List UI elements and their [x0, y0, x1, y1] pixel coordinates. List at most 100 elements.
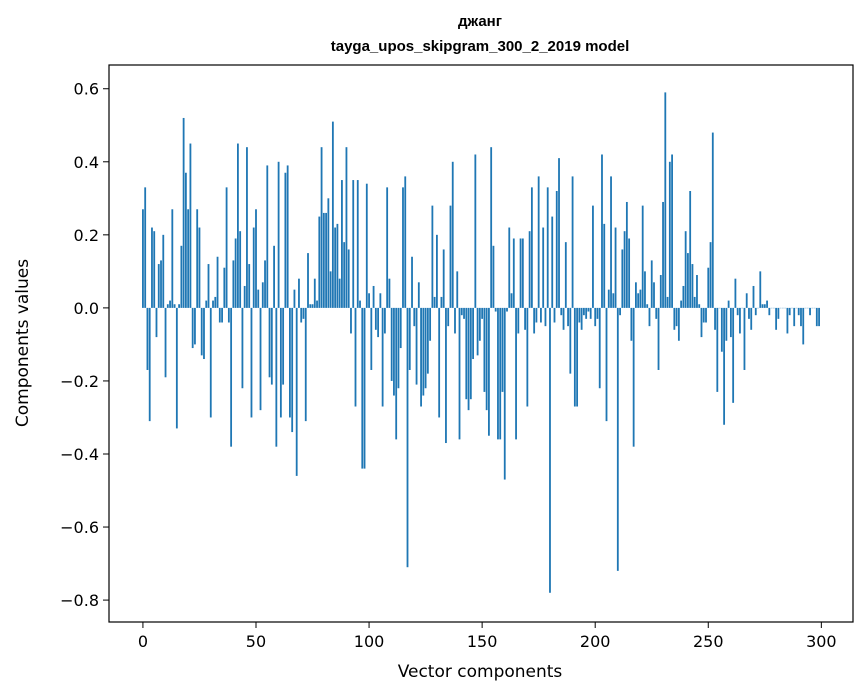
- bar: [442, 249, 445, 308]
- bar: [282, 307, 285, 385]
- bar: [173, 304, 176, 308]
- bar: [313, 278, 316, 308]
- bar: [750, 307, 753, 330]
- bar: [619, 307, 621, 316]
- bar: [777, 307, 780, 319]
- bar: [725, 307, 728, 341]
- bar: [203, 307, 205, 360]
- bar: [250, 307, 253, 418]
- bar: [413, 307, 416, 327]
- bar: [381, 307, 384, 407]
- bar: [635, 282, 637, 308]
- bar: [266, 165, 269, 308]
- bar: [605, 307, 608, 422]
- y-tick-label: 0.0: [74, 299, 99, 318]
- y-tick-label: 0.6: [74, 80, 99, 99]
- bar: [472, 307, 474, 360]
- bar: [675, 307, 678, 327]
- bar: [404, 176, 407, 308]
- y-tick-label: −0.4: [60, 445, 99, 464]
- bar: [682, 285, 685, 308]
- bar: [309, 304, 312, 308]
- bar: [802, 307, 805, 345]
- bar: [225, 187, 228, 308]
- x-axis: 0 50 100 150 200 250 300: [138, 622, 837, 651]
- x-tick-label: 150: [467, 632, 498, 651]
- bar: [311, 304, 314, 308]
- bar: [587, 307, 590, 312]
- bar: [562, 307, 565, 330]
- bar: [763, 304, 766, 308]
- bar: [252, 227, 255, 308]
- bar: [653, 282, 655, 308]
- bar: [155, 307, 158, 338]
- bar: [148, 307, 151, 422]
- bar: [567, 307, 569, 327]
- bar: [393, 307, 395, 396]
- bar: [431, 205, 434, 308]
- bar: [490, 147, 493, 308]
- bar: [558, 158, 560, 308]
- bar: [289, 307, 291, 418]
- bar: [612, 293, 615, 308]
- bar: [578, 307, 581, 323]
- bar: [171, 209, 174, 308]
- bar: [363, 307, 366, 469]
- bar: [259, 307, 262, 411]
- bar: [234, 238, 237, 308]
- bar: [526, 307, 529, 407]
- bar: [664, 92, 667, 308]
- bar: [560, 307, 563, 316]
- bar: [729, 307, 732, 338]
- bar: [343, 242, 346, 308]
- bar: [716, 307, 719, 392]
- bar: [535, 307, 538, 323]
- bar: [662, 201, 664, 308]
- bar: [515, 307, 517, 440]
- bar: [361, 307, 364, 469]
- bar: [657, 307, 660, 370]
- bar: [275, 307, 278, 447]
- bar: [467, 307, 470, 411]
- bar: [426, 307, 429, 374]
- bar: [698, 304, 701, 308]
- bar: [623, 231, 626, 308]
- bar: [585, 307, 588, 319]
- bar: [551, 216, 554, 308]
- bar: [415, 307, 418, 385]
- bar: [632, 307, 635, 447]
- bar: [194, 307, 196, 345]
- bar: [146, 307, 149, 370]
- bar: [151, 227, 153, 308]
- bar: [270, 307, 273, 385]
- bar: [766, 300, 768, 308]
- bar: [465, 307, 468, 400]
- bar: [646, 304, 649, 308]
- bar: [164, 307, 167, 378]
- bar: [707, 267, 710, 308]
- bar: [218, 307, 221, 323]
- bar: [200, 307, 203, 356]
- bar: [506, 307, 508, 312]
- bar: [571, 176, 574, 308]
- bar: [752, 285, 755, 308]
- bar: [761, 304, 764, 308]
- bar: [221, 307, 223, 323]
- bar: [449, 205, 452, 308]
- bar: [546, 187, 549, 308]
- bar: [395, 307, 398, 440]
- bar: [379, 293, 382, 308]
- bar: [377, 307, 380, 338]
- y-tick-label: −0.6: [60, 518, 99, 537]
- y-tick-label: −0.8: [60, 591, 99, 610]
- bar: [734, 278, 737, 308]
- bar: [320, 147, 323, 308]
- bar: [191, 307, 194, 349]
- bar: [331, 121, 334, 308]
- bar: [732, 307, 735, 403]
- bar: [463, 307, 465, 319]
- bar: [411, 256, 413, 308]
- bar: [286, 165, 289, 308]
- bar: [157, 264, 160, 308]
- bar: [209, 307, 212, 418]
